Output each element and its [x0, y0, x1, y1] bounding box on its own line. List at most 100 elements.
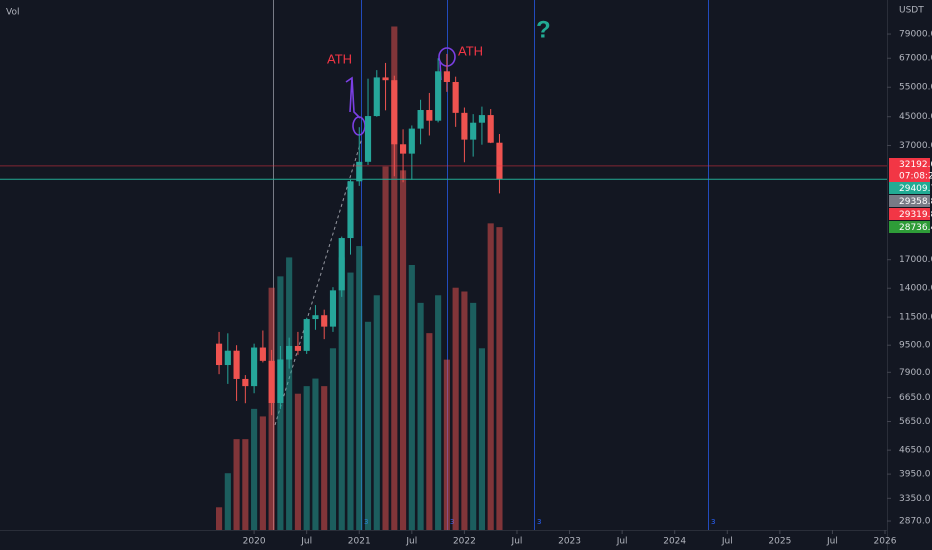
candle-body [338, 238, 345, 291]
candle-body [400, 144, 407, 154]
candle-body [268, 360, 275, 403]
volume-bar [312, 378, 319, 530]
y-tick-label: 79000.0 [899, 30, 932, 40]
price-badge-label: 32192.0 [899, 160, 932, 170]
candle-body [251, 347, 258, 387]
volume-bar [356, 246, 363, 531]
y-tick-label: 9500.0 [899, 341, 931, 351]
x-tick-label: Jul [616, 537, 628, 547]
volume-bar [321, 386, 328, 530]
volume-bar [470, 302, 477, 530]
price-badge-label: 28736.4 [899, 223, 932, 233]
x-tick-label: Jul [826, 537, 838, 547]
volume-bar [294, 393, 301, 530]
price-badge [889, 158, 930, 182]
y-tick-label: 2870.0 [899, 517, 931, 527]
volume-bar [338, 257, 345, 530]
countdown: 07:08:22 [899, 172, 932, 182]
candle-body [496, 142, 503, 180]
x-tick-label: 2025 [768, 537, 791, 547]
candle-body [408, 128, 415, 154]
candle-body [373, 77, 380, 117]
volume-bar [347, 272, 354, 530]
volume-bar [382, 166, 389, 531]
volume-bar [443, 359, 450, 530]
candle-body [329, 290, 337, 327]
x-tick-label: 2026 [874, 537, 897, 547]
volume-bar [426, 333, 433, 530]
candle-body [461, 112, 468, 140]
price-badge-label: 29319.8 [899, 210, 932, 220]
volume-bar [496, 227, 503, 530]
candle-body [347, 181, 354, 239]
volume-bar [259, 416, 266, 530]
candle-body [259, 347, 266, 361]
volume-bar [400, 170, 407, 530]
volume-bar [373, 295, 380, 530]
x-tick-label: Jul [721, 537, 733, 547]
y-tick-label: 4650.0 [899, 446, 931, 456]
volume-bar [408, 265, 415, 530]
candle-body [277, 359, 284, 403]
candle-body [478, 115, 485, 123]
volume-bar [303, 386, 310, 530]
price-badge-label: 29358.8 [899, 197, 932, 207]
y-tick-label: 37000.0 [899, 141, 932, 151]
volume-bar [461, 291, 468, 530]
volume-bar [417, 302, 424, 530]
candle-body [233, 350, 240, 379]
candle-body [321, 315, 328, 327]
y-tick-label: 6650.0 [899, 393, 931, 403]
candle-body [303, 319, 310, 351]
candle-body [215, 343, 223, 366]
volume-bar [251, 408, 258, 530]
candle-body [487, 115, 494, 143]
x-tick-label: 2021 [348, 537, 371, 547]
price-badge [889, 182, 930, 194]
line-label: 3 [711, 518, 715, 526]
annotation: ATH [327, 51, 352, 66]
price-badge [889, 195, 930, 207]
y-tick-label: 17000.0 [899, 255, 932, 265]
candle-body [286, 345, 293, 360]
candle-body [426, 110, 433, 121]
y-tick-label: 45000.0 [899, 112, 932, 122]
y-tick-label: 11500.0 [899, 313, 932, 323]
candle-body [391, 80, 398, 145]
candle-body [294, 345, 301, 351]
volume-label: Vol [6, 8, 19, 18]
candle-body [452, 81, 459, 113]
y-tick-label: 3350.0 [899, 494, 931, 504]
x-tick-label: 2020 [243, 537, 266, 547]
candle-body [417, 110, 424, 129]
volume-bar [215, 507, 223, 530]
volume-bar [452, 287, 459, 530]
y-tick-label: 7900.0 [899, 368, 931, 378]
y-tick-label: 14000.0 [899, 284, 932, 294]
ath-bracket [345, 76, 361, 119]
candle-body [364, 116, 372, 162]
candle-body [470, 122, 477, 140]
y-tick-label: 55000.0 [899, 83, 932, 93]
volume-bar [242, 439, 249, 530]
candle-body [224, 350, 231, 366]
x-tick-label: Jul [511, 537, 523, 547]
candle-body [242, 378, 249, 387]
line-label: 3 [450, 518, 454, 526]
x-tick-label: 2022 [453, 537, 476, 547]
x-tick-label: Jul [405, 537, 417, 547]
y-tick-label: 3950.0 [899, 470, 931, 480]
volume-bar [364, 321, 372, 530]
annotation: ATH [458, 43, 483, 58]
candle-body [312, 315, 319, 320]
price-badge [889, 221, 930, 233]
y-tick-label: 5650.0 [899, 417, 931, 427]
price-badge-label: 29409.7 [899, 184, 932, 194]
volume-bar [224, 473, 231, 530]
volume-bar [286, 257, 293, 530]
volume-bar [391, 26, 398, 530]
x-tick-label: 2023 [558, 537, 581, 547]
volume-bar [435, 295, 442, 530]
annotation: ? [536, 16, 551, 43]
